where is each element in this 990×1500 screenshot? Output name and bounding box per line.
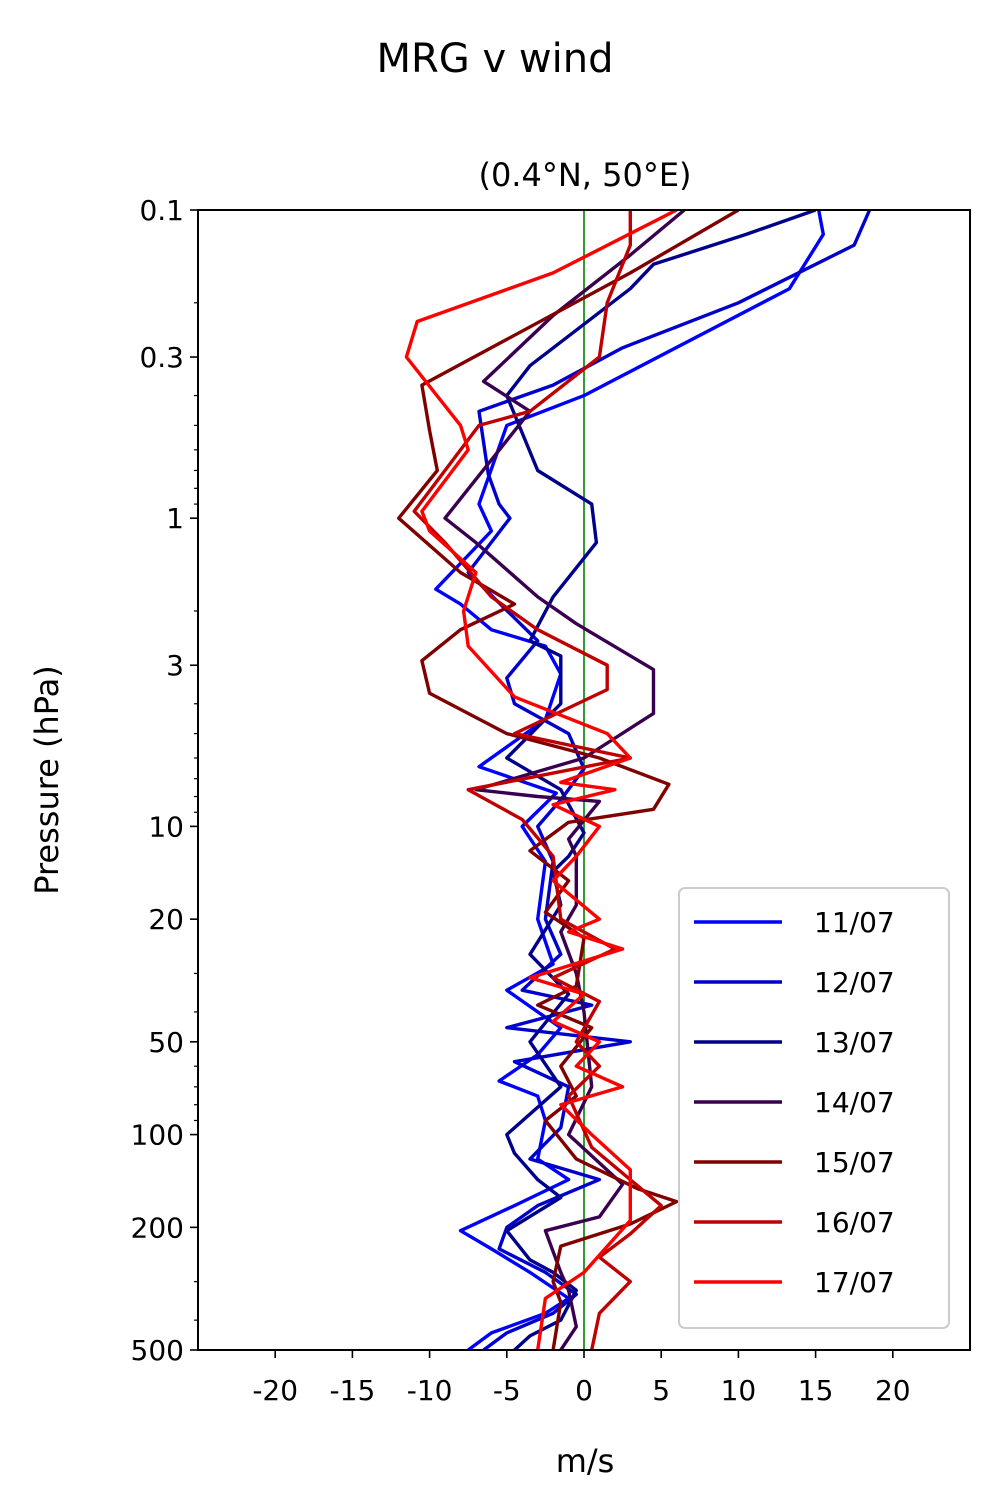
series-line-12-07 — [466, 210, 872, 1350]
x-tick-label: -15 — [330, 1374, 376, 1407]
series-line-16-07 — [412, 210, 663, 1350]
x-tick-label: 0 — [575, 1374, 593, 1407]
x-tick-label: 10 — [721, 1374, 757, 1407]
series-line-15-07 — [397, 210, 740, 1350]
legend-label: 16/07 — [814, 1206, 895, 1239]
legend-label: 13/07 — [814, 1026, 895, 1059]
legend: 11/07 12/07 13/07 14/07 15/07 16/07 17/07 — [678, 887, 950, 1329]
x-axis: -20 -15 -10 -5 0 5 10 15 20 — [252, 1350, 911, 1407]
y-tick-label: 10 — [148, 810, 184, 843]
y-tick-label: 50 — [148, 1026, 184, 1059]
y-tick-label: 100 — [131, 1119, 184, 1152]
series-line-17-07 — [404, 210, 678, 1350]
legend-label: 15/07 — [814, 1146, 895, 1179]
y-tick-label: 20 — [148, 903, 184, 936]
legend-label: 11/07 — [814, 906, 895, 939]
y-tick-label: 1 — [166, 502, 184, 535]
y-tick-label: 0.3 — [139, 341, 184, 374]
series-line-11-07 — [434, 210, 825, 1350]
y-tick-label: 0.1 — [139, 194, 184, 227]
legend-frame — [678, 887, 950, 1329]
y-axis: 0.1 0.3 1 3 10 20 50 100 200 500 — [131, 194, 198, 1367]
x-tick-label: 20 — [875, 1374, 911, 1407]
y-tick-label: 500 — [131, 1334, 184, 1367]
legend-label: 12/07 — [814, 966, 895, 999]
x-tick-label: 5 — [652, 1374, 670, 1407]
y-tick-label: 3 — [166, 649, 184, 682]
chart-suptitle: MRG v wind — [377, 36, 614, 82]
series-layer — [397, 210, 872, 1350]
legend-label: 14/07 — [814, 1086, 895, 1119]
series-line-13-07 — [505, 210, 817, 1350]
x-tick-label: -10 — [407, 1374, 453, 1407]
x-tick-label: -5 — [493, 1374, 521, 1407]
y-tick-label: 200 — [131, 1211, 184, 1244]
x-axis-label: m/s — [556, 1442, 615, 1480]
x-tick-label: -20 — [252, 1374, 298, 1407]
x-tick-label: 15 — [798, 1374, 834, 1407]
legend-label: 17/07 — [814, 1266, 895, 1299]
chart-title: (0.4°N, 50°E) — [478, 156, 691, 194]
y-axis-label: Pressure (hPa) — [28, 665, 66, 895]
